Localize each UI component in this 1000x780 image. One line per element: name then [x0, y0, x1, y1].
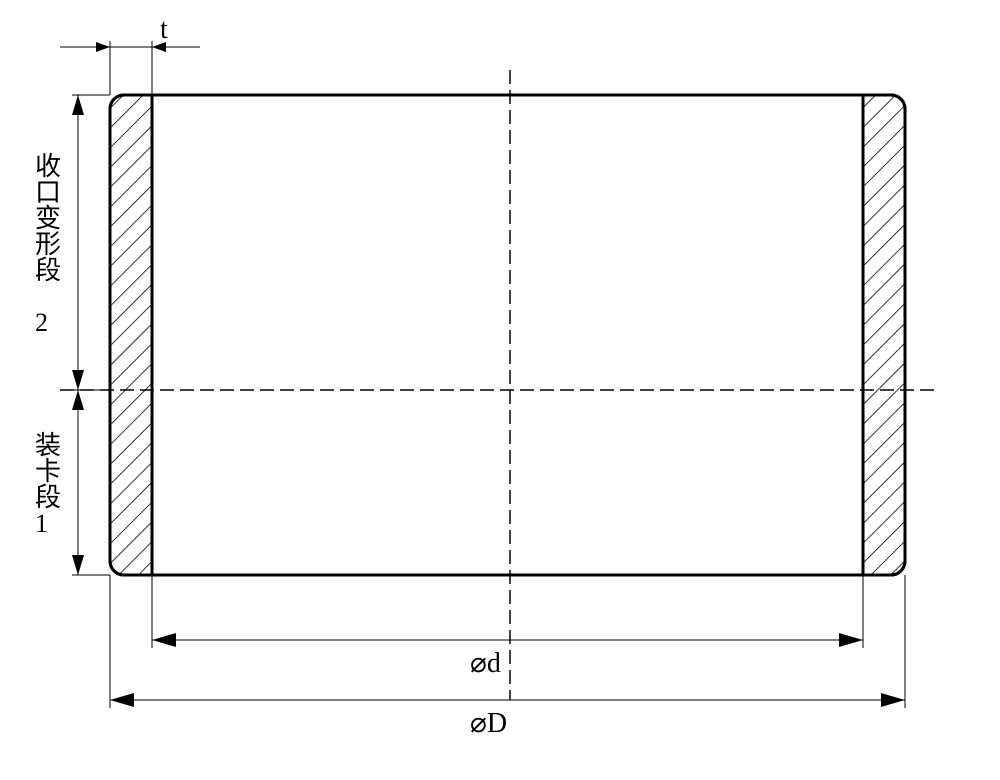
dim-t-label: t — [160, 14, 168, 45]
dim-d-label: ⌀d — [470, 648, 501, 679]
dim-D-label: ⌀D — [470, 708, 507, 739]
wall-left-hatch — [110, 95, 152, 575]
label-necking-section: 收口变形段 2 — [35, 152, 61, 337]
engineering-drawing: t ⌀d ⌀D 收口变形段 2 装卡段1 — [0, 0, 1000, 780]
wall-right-hatch — [863, 95, 905, 575]
outer-wall — [110, 95, 905, 575]
label-clamping-section: 装卡段1 — [35, 431, 61, 538]
